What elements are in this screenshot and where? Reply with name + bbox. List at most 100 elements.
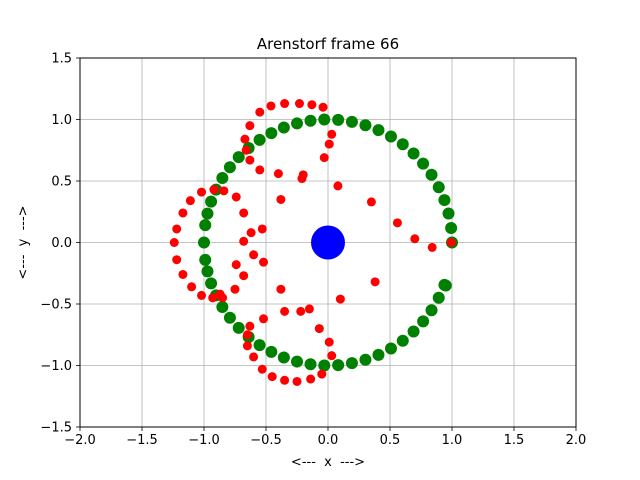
green-orbit-point (277, 351, 290, 364)
green-orbit-point (318, 113, 331, 126)
plot-markers (169, 99, 458, 386)
y-tick-label: −1.0 (40, 359, 72, 374)
red-orbit-point (172, 224, 182, 234)
x-tick-label: −0.5 (250, 433, 282, 448)
red-orbit-point (249, 250, 259, 260)
red-orbit-point (187, 282, 197, 292)
green-orbit-point (345, 115, 358, 128)
green-orbit-point (407, 147, 420, 160)
red-orbit-point (239, 208, 249, 218)
red-orbit-point (249, 352, 259, 362)
green-orbit-point (425, 304, 438, 317)
green-orbit-point (291, 355, 303, 368)
red-orbit-point (427, 242, 437, 252)
x-tick-label: 0.5 (380, 433, 401, 448)
red-orbit-point (231, 192, 241, 202)
red-orbit-point (267, 372, 277, 382)
red-orbit-point (446, 238, 456, 247)
red-orbit-point (255, 165, 265, 175)
red-orbit-point (185, 196, 195, 206)
green-orbit-point (396, 138, 409, 151)
red-orbit-point (245, 155, 255, 165)
green-orbit-point (359, 353, 372, 366)
y-tick-label: 1.0 (51, 113, 72, 128)
red-orbit-point (197, 290, 207, 300)
red-orbit-point (178, 208, 188, 218)
red-orbit-point (273, 169, 283, 179)
green-orbit-point (372, 348, 385, 361)
red-orbit-point (335, 294, 345, 304)
red-orbit-point (333, 181, 343, 191)
red-orbit-point (172, 255, 182, 265)
red-orbit-point (317, 369, 327, 379)
red-orbit-point (169, 238, 179, 247)
green-orbit-point (417, 157, 430, 170)
y-tick-label: 1.5 (51, 52, 72, 67)
red-orbit-point (242, 341, 252, 351)
red-orbit-point (209, 185, 219, 195)
y-tick-label: 0.0 (51, 236, 72, 251)
green-orbit-point (291, 117, 303, 130)
green-orbit-point (304, 358, 317, 371)
red-orbit-point (410, 234, 420, 244)
red-orbit-point (327, 129, 337, 139)
green-orbit-point (425, 168, 438, 181)
red-orbit-point (327, 351, 337, 361)
green-orbit-point (253, 339, 266, 352)
chart-title: Arenstorf frame 66 (257, 35, 399, 53)
red-orbit-point (392, 218, 402, 228)
green-orbit-point (384, 342, 397, 355)
red-orbit-point (280, 306, 290, 316)
green-orbit-point (223, 311, 236, 324)
red-orbit-point (306, 374, 316, 384)
green-orbit-point (442, 207, 455, 220)
red-orbit-point (231, 260, 241, 270)
green-orbit-point (432, 291, 445, 304)
green-orbit-point (223, 161, 236, 174)
red-orbit-point (245, 321, 255, 331)
red-orbit-point (318, 102, 328, 112)
red-orbit-point (314, 324, 324, 334)
x-tick-label: 2.0 (566, 433, 587, 448)
green-orbit-point (445, 221, 458, 234)
red-orbit-point (366, 197, 376, 207)
red-orbit-point (298, 170, 308, 180)
red-orbit-point (276, 194, 286, 204)
green-orbit-point (216, 172, 229, 185)
green-orbit-point (332, 113, 345, 126)
red-orbit-point (239, 271, 249, 281)
green-orbit-point (304, 114, 317, 127)
green-orbit-point (201, 265, 214, 278)
green-orbit-point (232, 151, 245, 164)
x-tick-label: −2.0 (64, 433, 96, 448)
y-tick-label: −1.5 (40, 421, 72, 436)
x-axis-label: <--- x ---> (291, 455, 365, 470)
green-orbit-point (199, 219, 212, 232)
red-orbit-point (259, 314, 269, 324)
red-orbit-point (230, 284, 240, 294)
red-orbit-point (259, 257, 269, 267)
red-orbit-point (319, 153, 329, 163)
green-orbit-point (332, 359, 345, 372)
green-orbit-point (439, 279, 452, 292)
red-orbit-point (324, 337, 334, 347)
red-orbit-point (266, 101, 276, 111)
x-tick-label: 1.5 (504, 433, 525, 448)
red-orbit-point (240, 134, 250, 144)
green-orbit-point (265, 127, 278, 140)
x-tick-label: 0.0 (318, 433, 339, 448)
red-orbit-point (218, 293, 228, 303)
red-orbit-point (280, 375, 290, 385)
green-orbit-point (384, 130, 397, 143)
green-orbit-point (232, 321, 245, 334)
axis-ticks: −2.0 −1.5 −1.0 −0.5 0.0 0.5 1.0 1.5 2.0−1.5−1.0−… (40, 52, 586, 449)
green-orbit-point (432, 181, 445, 194)
green-orbit-point (205, 277, 218, 290)
red-orbit-point (219, 186, 229, 196)
red-orbit-point (241, 145, 251, 155)
y-tick-label: −0.5 (40, 298, 72, 313)
red-orbit-point (239, 236, 249, 246)
red-orbit-point (370, 277, 380, 287)
red-orbit-point (280, 99, 290, 109)
